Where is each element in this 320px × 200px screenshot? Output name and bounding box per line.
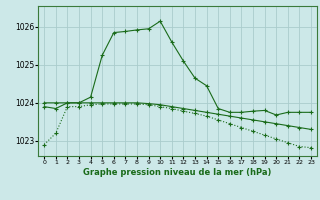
X-axis label: Graphe pression niveau de la mer (hPa): Graphe pression niveau de la mer (hPa) bbox=[84, 168, 272, 177]
